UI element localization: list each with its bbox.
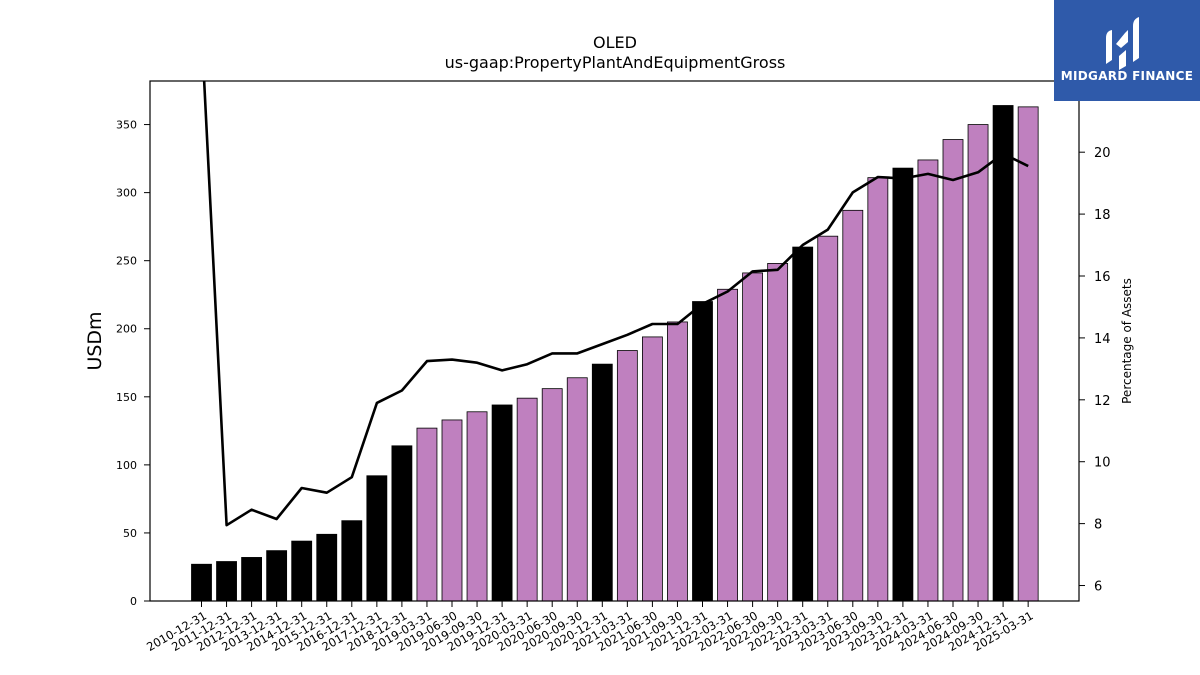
bar-2024-03-31 bbox=[917, 159, 939, 602]
y-tick-label: 150 bbox=[116, 391, 137, 404]
bar-2021-03-31 bbox=[616, 350, 638, 602]
midgard-m-logo-icon bbox=[1106, 17, 1139, 70]
percentage-line-series bbox=[202, 81, 1029, 527]
bar-2021-09-30 bbox=[667, 321, 688, 602]
bar-2012-12-31 bbox=[241, 557, 263, 602]
bar-2022-03-31 bbox=[717, 288, 738, 602]
chart-title: OLED bbox=[593, 33, 637, 52]
bar-2019-09-30 bbox=[466, 411, 488, 602]
y2-tick-label: 18 bbox=[1094, 208, 1111, 223]
bar-2015-12-31 bbox=[316, 533, 338, 602]
y-tick-label: 200 bbox=[116, 323, 137, 336]
midgard-finance-logo: MIDGARD FINANCE bbox=[1054, 0, 1200, 101]
y2-tick-label: 16 bbox=[1094, 270, 1111, 285]
y2-axis-label: Percentage of Assets bbox=[1120, 278, 1134, 404]
bar-2010-12-31 bbox=[191, 563, 212, 602]
y-axis-right: 6 8 10 12 14 16 18 20 bbox=[1079, 146, 1111, 595]
bar-2025-03-31 bbox=[1017, 106, 1039, 602]
bar-2020-03-31 bbox=[516, 397, 538, 602]
logo-text: MIDGARD FINANCE bbox=[1060, 69, 1194, 83]
bar-2021-06-30 bbox=[642, 336, 663, 602]
bar-2023-03-31 bbox=[817, 235, 839, 602]
y2-tick-label: 14 bbox=[1094, 332, 1111, 347]
plot-frame bbox=[149, 80, 1080, 602]
bar-2022-09-30 bbox=[767, 263, 789, 602]
bar-2024-09-30 bbox=[967, 124, 989, 602]
y2-tick-label: 20 bbox=[1094, 146, 1111, 161]
bar-2024-12-31 bbox=[992, 105, 1014, 602]
bar-2019-06-30 bbox=[441, 419, 463, 602]
bar-2018-12-31 bbox=[391, 445, 413, 602]
y-tick-label: 350 bbox=[116, 119, 137, 132]
bar-2013-12-31 bbox=[266, 550, 288, 602]
y-tick-label: 300 bbox=[116, 187, 137, 200]
y-tick-label: 100 bbox=[116, 459, 137, 472]
x-axis: 2010-12-312011-12-312012-12-312013-12-31… bbox=[144, 601, 1036, 654]
bar-2020-12-31 bbox=[591, 363, 613, 602]
bar-2023-12-31 bbox=[892, 167, 914, 602]
y-tick-label: 0 bbox=[130, 595, 137, 608]
y2-tick-label: 6 bbox=[1094, 580, 1102, 595]
bar-2020-06-30 bbox=[541, 388, 563, 602]
bar-2021-12-31 bbox=[692, 301, 713, 602]
y2-tick-label: 12 bbox=[1094, 394, 1111, 409]
bar-2016-12-31 bbox=[341, 520, 363, 602]
y-tick-label: 50 bbox=[123, 527, 137, 540]
bar-2022-06-30 bbox=[742, 272, 763, 602]
bar-2014-12-31 bbox=[291, 540, 313, 602]
bar-2020-09-30 bbox=[566, 377, 588, 602]
bar-2024-06-30 bbox=[942, 139, 964, 602]
y2-tick-label: 8 bbox=[1094, 518, 1102, 533]
bar-2011-12-31 bbox=[216, 561, 237, 602]
bar-series bbox=[191, 105, 1039, 602]
bar-2019-12-31 bbox=[491, 404, 513, 602]
bar-2017-12-31 bbox=[366, 475, 388, 602]
chart-subtitle: us-gaap:PropertyPlantAndEquipmentGross bbox=[445, 53, 786, 72]
y2-tick-label: 10 bbox=[1094, 456, 1111, 471]
y-axis-left: 0 50 100 150 200 250 300 350 bbox=[116, 119, 150, 608]
bar-2022-12-31 bbox=[792, 246, 814, 602]
bar-2023-06-30 bbox=[842, 209, 864, 602]
percentage-of-assets-line bbox=[202, 81, 1029, 527]
y-tick-label: 250 bbox=[116, 255, 137, 268]
y-axis-label: USDm bbox=[84, 311, 106, 370]
bar-2019-03-31 bbox=[416, 427, 438, 602]
bar-2023-09-30 bbox=[867, 177, 889, 602]
